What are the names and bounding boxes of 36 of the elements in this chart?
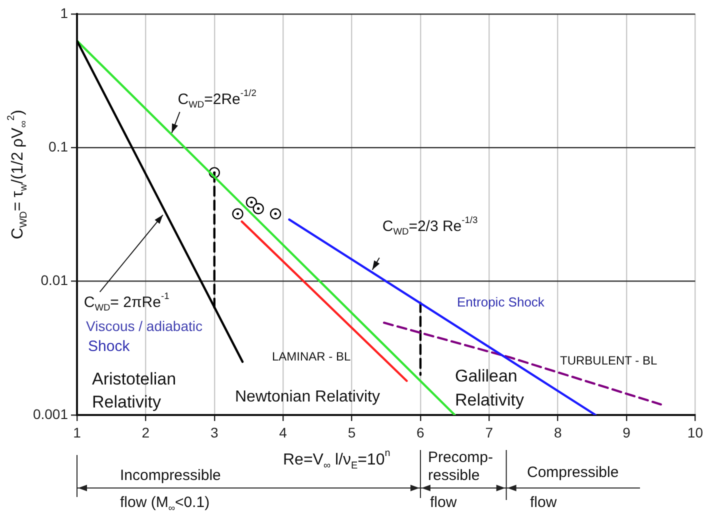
x-tick-label: 10 (687, 424, 704, 440)
point (252, 203, 264, 214)
annotation: Viscous / adiabatic (86, 318, 202, 334)
y-axis-title: CWD= τw/(1/2 ρV∞2) (6, 110, 30, 240)
text: Compressible (527, 464, 619, 482)
point (232, 208, 244, 220)
text: ressible (428, 467, 480, 484)
annotation: Galilean (455, 366, 518, 386)
point (246, 196, 258, 208)
annotation: Newtonian Relativity (235, 388, 380, 406)
annotation: Aristotelian (92, 370, 176, 389)
x-tick-label: 8 (554, 424, 562, 440)
x-tick-label: 9 (622, 424, 631, 440)
annotation: TURBULENT - BL (560, 353, 658, 368)
y-tick-label: 1 (60, 4, 68, 21)
text: flow (530, 494, 557, 512)
x-tick-label: 2 (142, 424, 150, 440)
y-tick-label: 0.01 (40, 272, 68, 288)
x-tick-label: 7 (485, 424, 494, 440)
annotation: LAMINAR - BL (272, 349, 352, 364)
annotation: Relativity (92, 392, 162, 412)
x-tick-label: 1 (73, 424, 82, 440)
x-tick-label: 4 (279, 424, 288, 440)
annotation: Relativity (455, 390, 524, 410)
text: Precomp- (428, 449, 494, 466)
annotation: Shock (88, 338, 130, 356)
text: flow (M∞<0.1) (120, 494, 210, 512)
annotation: Entropic Shock (457, 294, 545, 310)
point (270, 208, 282, 220)
x-tick-label: 5 (348, 424, 356, 440)
text: flow (430, 494, 457, 512)
x-tick-label: 6 (416, 424, 425, 440)
y-tick-label: 0.001 (32, 406, 68, 422)
text: Incompressible (120, 467, 221, 484)
y-tick-label: 0.1 (48, 138, 68, 155)
x-tick-label: 3 (210, 424, 218, 440)
